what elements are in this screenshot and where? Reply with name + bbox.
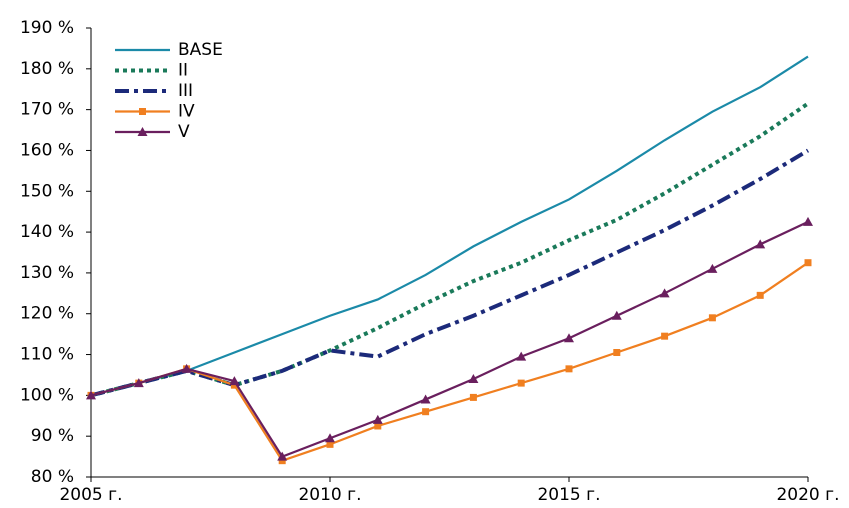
marker (613, 349, 621, 357)
marker (230, 381, 238, 389)
marker (326, 440, 334, 448)
y-tick-label: 110 % (20, 345, 74, 365)
series-line (90, 101, 810, 398)
y-tick-label: 180 % (20, 59, 74, 79)
marker (468, 374, 479, 384)
legend-label: III (178, 81, 193, 101)
marker (755, 239, 766, 249)
y-tick-label: 100 % (20, 385, 74, 405)
marker (804, 259, 812, 267)
marker (374, 422, 382, 430)
marker (516, 351, 527, 361)
x-tick-label: 2010 г. (298, 485, 361, 505)
marker (181, 363, 192, 373)
marker (325, 433, 335, 443)
y-tick-label: 140 % (20, 222, 74, 242)
marker (708, 314, 716, 322)
x-tick-label: 2005 г. (59, 485, 122, 505)
legend-label: V (178, 122, 190, 142)
marker (661, 332, 669, 340)
marker (803, 216, 813, 226)
marker (372, 414, 383, 424)
y-tick-label: 160 % (20, 140, 74, 160)
marker (420, 394, 431, 404)
legend-label: BASE (178, 40, 223, 60)
y-tick-label: 130 % (20, 263, 74, 283)
x-tick-label: 2015 г. (537, 485, 600, 505)
marker (756, 291, 764, 299)
marker (278, 457, 286, 465)
marker (707, 263, 718, 273)
legend-label: IV (178, 102, 195, 122)
legend-label: II (178, 61, 188, 81)
y-tick-label: 150 % (20, 181, 74, 201)
marker (659, 288, 670, 298)
y-tick-label: 190 % (20, 18, 74, 38)
marker (137, 127, 148, 136)
y-tick-label: 80 % (31, 467, 74, 487)
y-tick-label: 120 % (20, 304, 74, 324)
marker (469, 393, 477, 401)
marker (133, 378, 144, 388)
marker (139, 108, 146, 115)
marker (565, 365, 573, 373)
series-line (90, 55, 809, 397)
marker (517, 379, 525, 387)
series-line (90, 261, 809, 462)
marker (277, 451, 288, 461)
marker (422, 408, 430, 416)
marker (86, 390, 96, 400)
series-line (90, 220, 809, 458)
series-line (90, 148, 810, 398)
marker (229, 376, 240, 386)
y-tick-label: 90 % (31, 426, 74, 446)
y-tick-label: 170 % (20, 100, 74, 120)
marker (564, 333, 574, 343)
x-tick-label: 2020 г. (776, 485, 839, 505)
marker (611, 310, 622, 320)
